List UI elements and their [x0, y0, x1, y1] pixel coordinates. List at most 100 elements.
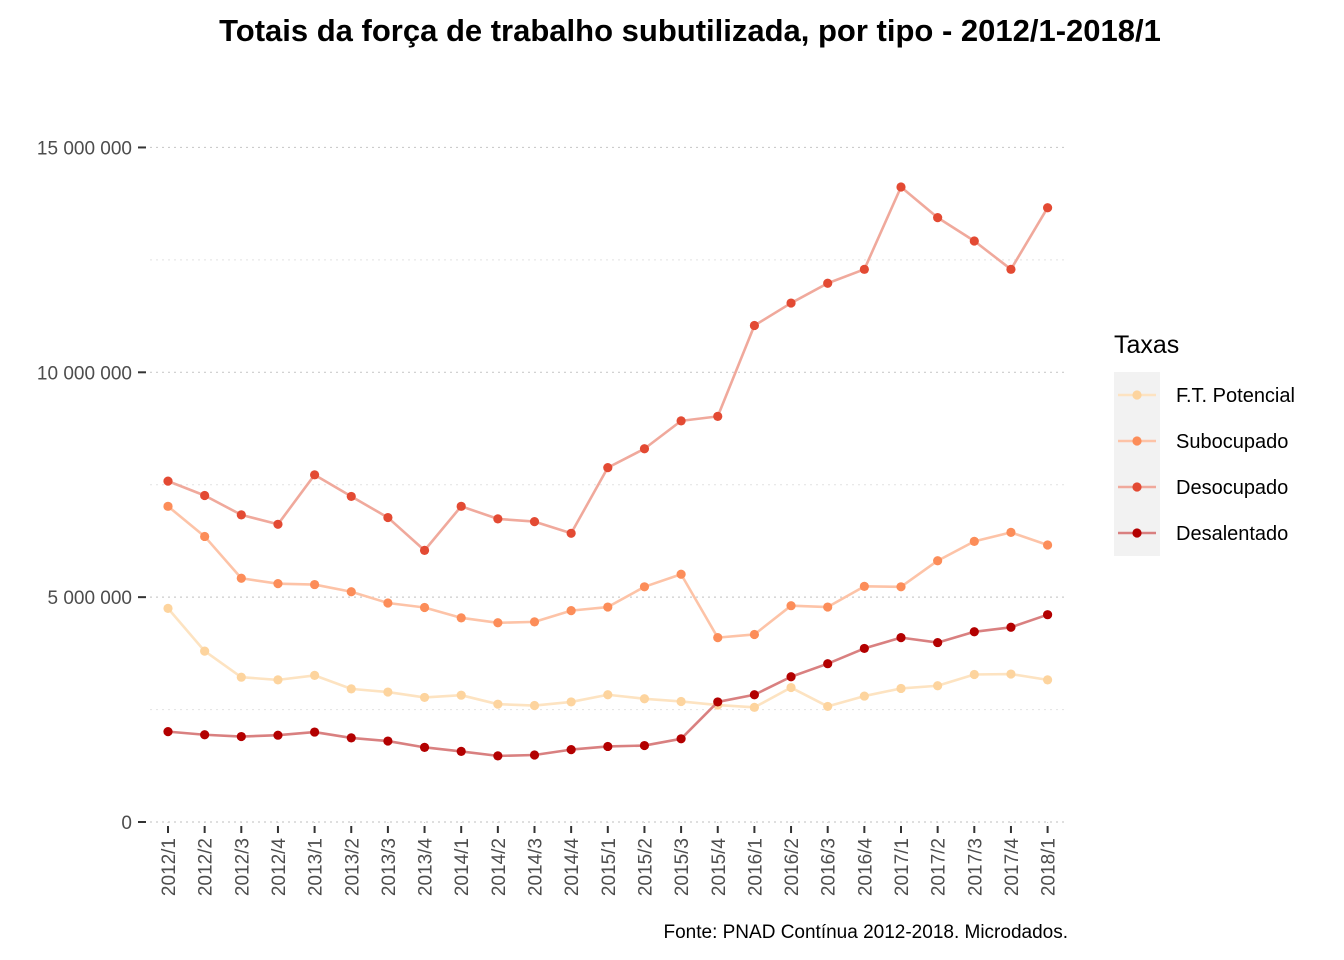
x-tick-label: 2012/2 [196, 838, 217, 896]
data-point [823, 659, 833, 669]
x-tick-label: 2013/2 [342, 838, 363, 896]
x-tick-label: 2016/3 [819, 838, 840, 896]
data-point [236, 731, 246, 742]
data-point [749, 320, 760, 331]
data-point [1043, 203, 1053, 213]
x-tick-label: 2016/1 [745, 838, 766, 896]
data-point [529, 617, 540, 627]
x-tick-label: 2013/3 [379, 838, 400, 896]
data-point [749, 690, 760, 700]
x-tick-label: 2014/3 [526, 838, 547, 896]
data-point [529, 750, 540, 760]
data-point [896, 633, 906, 643]
data-point [896, 683, 906, 694]
legend-label: Subocupado [1176, 431, 1288, 453]
data-point [200, 730, 210, 740]
x-tick-label: 2014/4 [562, 838, 583, 897]
data-point [163, 476, 173, 486]
data-point [493, 514, 503, 524]
series-line [167, 185, 1049, 552]
data-point [749, 629, 760, 640]
x-tick-label: 2015/2 [635, 838, 656, 896]
data-point [493, 751, 503, 761]
x-tick-label: 2013/4 [416, 838, 437, 897]
series-0 [163, 603, 1053, 712]
series-1 [163, 501, 1053, 643]
x-tick-label: 2015/4 [709, 838, 730, 897]
x-tick-label: 2017/2 [929, 838, 950, 896]
data-point [786, 682, 796, 693]
legend-label: Desocupado [1176, 477, 1288, 499]
x-tick-label: 2018/1 [1039, 838, 1060, 896]
data-point [346, 684, 356, 694]
legend-key-point [1132, 436, 1142, 446]
y-axis: 0 5 000 000 10 000 000 15 000 000 [37, 138, 146, 834]
data-point [456, 690, 466, 700]
data-point [529, 517, 540, 527]
data-point [786, 298, 796, 308]
data-point [529, 700, 540, 711]
data-point [676, 734, 686, 744]
data-point [273, 730, 283, 740]
x-axis: 2012/1 2012/2 2012/3 2012/4 2013/1 2013/2 2013… [159, 826, 1060, 896]
data-point [786, 601, 796, 611]
data-point [310, 470, 320, 480]
data-point [823, 602, 833, 612]
x-tick-label: 2014/2 [489, 838, 510, 896]
chart-caption: Fonte: PNAD Contínua 2012-2018. Microdad… [663, 922, 1068, 943]
x-tick-label: 2015/1 [599, 838, 620, 896]
data-point [456, 746, 466, 756]
x-tick-label: 2014/1 [452, 838, 473, 896]
legend-key-point [1132, 482, 1142, 492]
data-point [933, 637, 943, 648]
data-point [1043, 540, 1053, 550]
legend-item: Desocupado [1118, 477, 1288, 499]
data-point [859, 581, 869, 591]
data-point [383, 687, 393, 697]
data-point [456, 501, 466, 511]
data-point [749, 702, 760, 712]
legend: Taxas F.T. Potencial Subocupado Desocupado… [1114, 331, 1295, 556]
data-point [310, 727, 320, 737]
series-2 [163, 182, 1053, 555]
series-line [167, 613, 1049, 758]
legend-items: F.T. Potencial Subocupado Desocupado Desale… [1118, 385, 1295, 545]
data-point [383, 736, 393, 746]
data-point [859, 643, 869, 654]
data-point [1006, 264, 1016, 274]
legend-item: F.T. Potencial [1118, 385, 1295, 407]
data-point [786, 672, 796, 682]
legend-title: Taxas [1114, 331, 1179, 359]
data-point [310, 579, 320, 590]
data-point [200, 531, 210, 542]
data-point [200, 490, 210, 501]
data-point [566, 697, 576, 707]
x-tick-label: 2017/4 [1002, 838, 1023, 897]
data-point [603, 690, 613, 700]
legend-label: F.T. Potencial [1176, 385, 1295, 407]
data-point [859, 264, 869, 274]
chart-title: Totais da força de trabalho subutilizada… [219, 13, 1161, 48]
data-point [603, 602, 613, 612]
x-tick-label: 2016/2 [782, 838, 803, 896]
data-point [676, 416, 686, 426]
data-point [1043, 610, 1053, 620]
data-point [236, 573, 246, 583]
data-point [383, 512, 393, 523]
data-point [639, 694, 650, 704]
legend-key-background [1114, 372, 1160, 556]
x-tick-label: 2016/4 [855, 838, 876, 897]
y-tick-label: 15 000 000 [37, 138, 132, 159]
data-point [639, 740, 650, 751]
data-point [163, 603, 173, 613]
data-point [713, 633, 723, 643]
legend-item: Desalentado [1118, 523, 1288, 545]
data-point [310, 670, 320, 680]
x-tick-label: 2017/1 [892, 838, 913, 896]
data-point [419, 545, 430, 555]
legend-label: Desalentado [1176, 523, 1288, 545]
data-point [493, 699, 503, 709]
series-layer [163, 182, 1053, 761]
series-3 [163, 610, 1053, 761]
